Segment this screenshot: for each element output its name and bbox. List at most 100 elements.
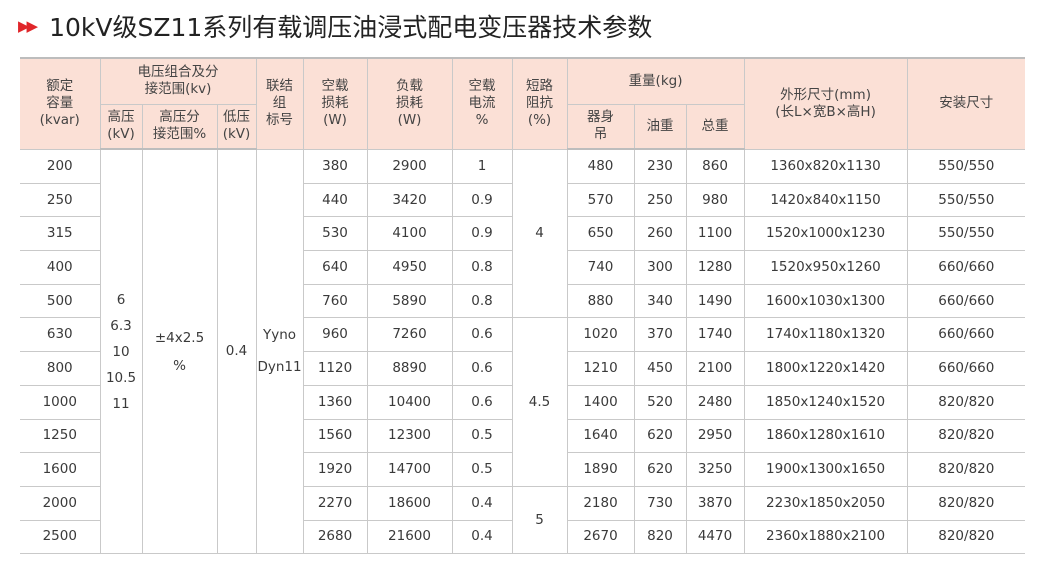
load-loss-cell: 7260 [366, 317, 453, 353]
spec-table: 额定 容量 (kvar) 电压组合及分 接范围(kv) 联结 组 标号 空载 损… [20, 57, 1026, 555]
body-weight-cell: 1210 [566, 351, 635, 386]
hv-cell-value: 10 [112, 343, 130, 360]
dimensions-cell: 1900x1300x1650 [743, 452, 908, 487]
header-lv: 低压 (kV) [216, 103, 257, 150]
capacity-cell: 1600 [20, 452, 101, 487]
load-loss-cell: 14700 [366, 452, 453, 487]
table-row: 315 530 4100 0.9 650 260 1100 1520x1000x1230 550… [20, 216, 1026, 252]
no-load-current-cell: 0.6 [451, 351, 513, 386]
load-loss-cell: 4100 [366, 216, 453, 252]
install-cell: 820/820 [906, 384, 1026, 420]
header-tap: 高压分 接范围% [141, 103, 218, 150]
load-loss-cell: 3420 [366, 182, 453, 218]
header-impedance: 短路 阻抗 (%) [511, 57, 568, 150]
no-load-current-cell: 0.9 [451, 216, 513, 252]
oil-weight-cell: 250 [633, 182, 687, 218]
table-row: 630 960 7260 0.6 4.5 1020 370 1740 1740x1180x132… [20, 317, 1026, 487]
total-weight-cell: 860 [685, 148, 745, 184]
body-weight-cell: 2670 [566, 519, 635, 555]
total-weight-cell: 1100 [685, 216, 745, 252]
dimensions-cell: 1420x840x1150 [743, 182, 908, 218]
no-load-loss-cell: 640 [302, 250, 368, 285]
header-weight: 重量(kg) [566, 57, 745, 105]
impedance-cell: 4 [511, 148, 568, 319]
no-load-loss-cell: 2270 [302, 485, 368, 521]
header-total: 总重 [685, 103, 745, 150]
install-cell: 820/820 [906, 519, 1026, 555]
install-cell: 660/660 [906, 283, 1026, 319]
oil-weight-cell: 260 [633, 216, 687, 252]
capacity-cell: 1000 [20, 384, 101, 420]
load-loss-cell: 8890 [366, 351, 453, 386]
body-weight-cell: 650 [566, 216, 635, 252]
header-capacity: 额定 容量 (kvar) [20, 57, 101, 150]
no-load-loss-cell: 380 [302, 148, 368, 184]
table-row: 500 760 5890 0.8 880 340 1490 1600x1030x1300 660… [20, 283, 1026, 319]
table-row: 1000 1360 10400 0.6 1400 520 2480 1850x1240x152… [20, 384, 1026, 420]
load-loss-cell: 4950 [366, 250, 453, 285]
table-row: 2500 2680 21600 0.4 2670 820 4470 2360x1880x210… [20, 519, 1026, 555]
body-weight-cell: 1640 [566, 418, 635, 454]
oil-weight-cell: 370 [633, 317, 687, 353]
hv-cell-value: 6 [116, 291, 126, 308]
load-loss-cell: 12300 [366, 418, 453, 454]
connection-cell: Yyno Dyn11 [255, 148, 304, 555]
hv-cell-value: 10.5 [105, 369, 137, 386]
capacity-cell: 400 [20, 250, 101, 285]
header-load-loss: 负载 损耗 (W) [366, 57, 453, 150]
capacity-cell: 630 [20, 317, 101, 353]
double-arrow-icon: ▶▶ [18, 17, 38, 35]
body-weight-cell: 880 [566, 283, 635, 319]
oil-weight-cell: 230 [633, 148, 687, 184]
body-weight-cell: 740 [566, 250, 635, 285]
no-load-current-cell: 1 [451, 148, 513, 184]
page-title: ▶▶ 10kV级SZ11系列有载调压油浸式配电变压器技术参数 [18, 8, 652, 44]
oil-weight-cell: 620 [633, 452, 687, 487]
total-weight-cell: 2100 [685, 351, 745, 386]
no-load-current-cell: 0.6 [451, 384, 513, 420]
body-weight-cell: 1400 [566, 384, 635, 420]
header-no-load-loss: 空载 损耗 (W) [302, 57, 368, 150]
no-load-loss-cell: 440 [302, 182, 368, 218]
oil-weight-cell: 450 [633, 351, 687, 386]
install-cell: 660/660 [906, 250, 1026, 285]
dimensions-cell: 2230x1850x2050 [743, 485, 908, 521]
header-connection: 联结 组 标号 [255, 57, 304, 150]
impedance-cell: 5 [511, 485, 568, 555]
total-weight-cell: 3250 [685, 452, 745, 487]
capacity-cell: 2500 [20, 519, 101, 555]
total-weight-cell: 1740 [685, 317, 745, 353]
body-weight-cell: 570 [566, 182, 635, 218]
total-weight-cell: 1490 [685, 283, 745, 319]
table-row: 1600 1920 14700 0.5 1890 620 3250 1900x1300x165… [20, 452, 1026, 487]
no-load-loss-cell: 960 [302, 317, 368, 353]
load-loss-cell: 18600 [366, 485, 453, 521]
no-load-loss-cell: 2680 [302, 519, 368, 555]
no-load-loss-cell: 1360 [302, 384, 368, 420]
dimensions-cell: 1860x1280x1610 [743, 418, 908, 454]
capacity-cell: 800 [20, 351, 101, 386]
no-load-current-cell: 0.9 [451, 182, 513, 218]
install-cell: 820/820 [906, 418, 1026, 454]
load-loss-cell: 5890 [366, 283, 453, 319]
body-weight-cell: 1020 [566, 317, 635, 353]
no-load-current-cell: 0.5 [451, 418, 513, 454]
oil-weight-cell: 620 [633, 418, 687, 454]
hv-cell-value: 11 [112, 395, 130, 412]
connection-cell-value: Dyn11 [257, 359, 302, 376]
dimensions-cell: 1740x1180x1320 [743, 317, 908, 353]
capacity-cell: 500 [20, 283, 101, 319]
header-dimensions: 外形尺寸(mm) (长L×宽B×高H) [743, 57, 908, 150]
capacity-cell: 200 [20, 148, 101, 184]
total-weight-cell: 3870 [685, 485, 745, 521]
dimensions-cell: 1600x1030x1300 [743, 283, 908, 319]
hv-cell-value: 6.3 [110, 317, 132, 334]
lv-cell: 0.4 [216, 148, 257, 555]
no-load-current-cell: 0.6 [451, 317, 513, 353]
impedance-cell: 4.5 [511, 317, 568, 487]
tap-cell-value: % [173, 357, 186, 374]
dimensions-cell: 1800x1220x1420 [743, 351, 908, 386]
oil-weight-cell: 820 [633, 519, 687, 555]
dimensions-cell: 1520x1000x1230 [743, 216, 908, 252]
table-row: 800 1120 8890 0.6 1210 450 2100 1800x1220x1420 6… [20, 351, 1026, 386]
